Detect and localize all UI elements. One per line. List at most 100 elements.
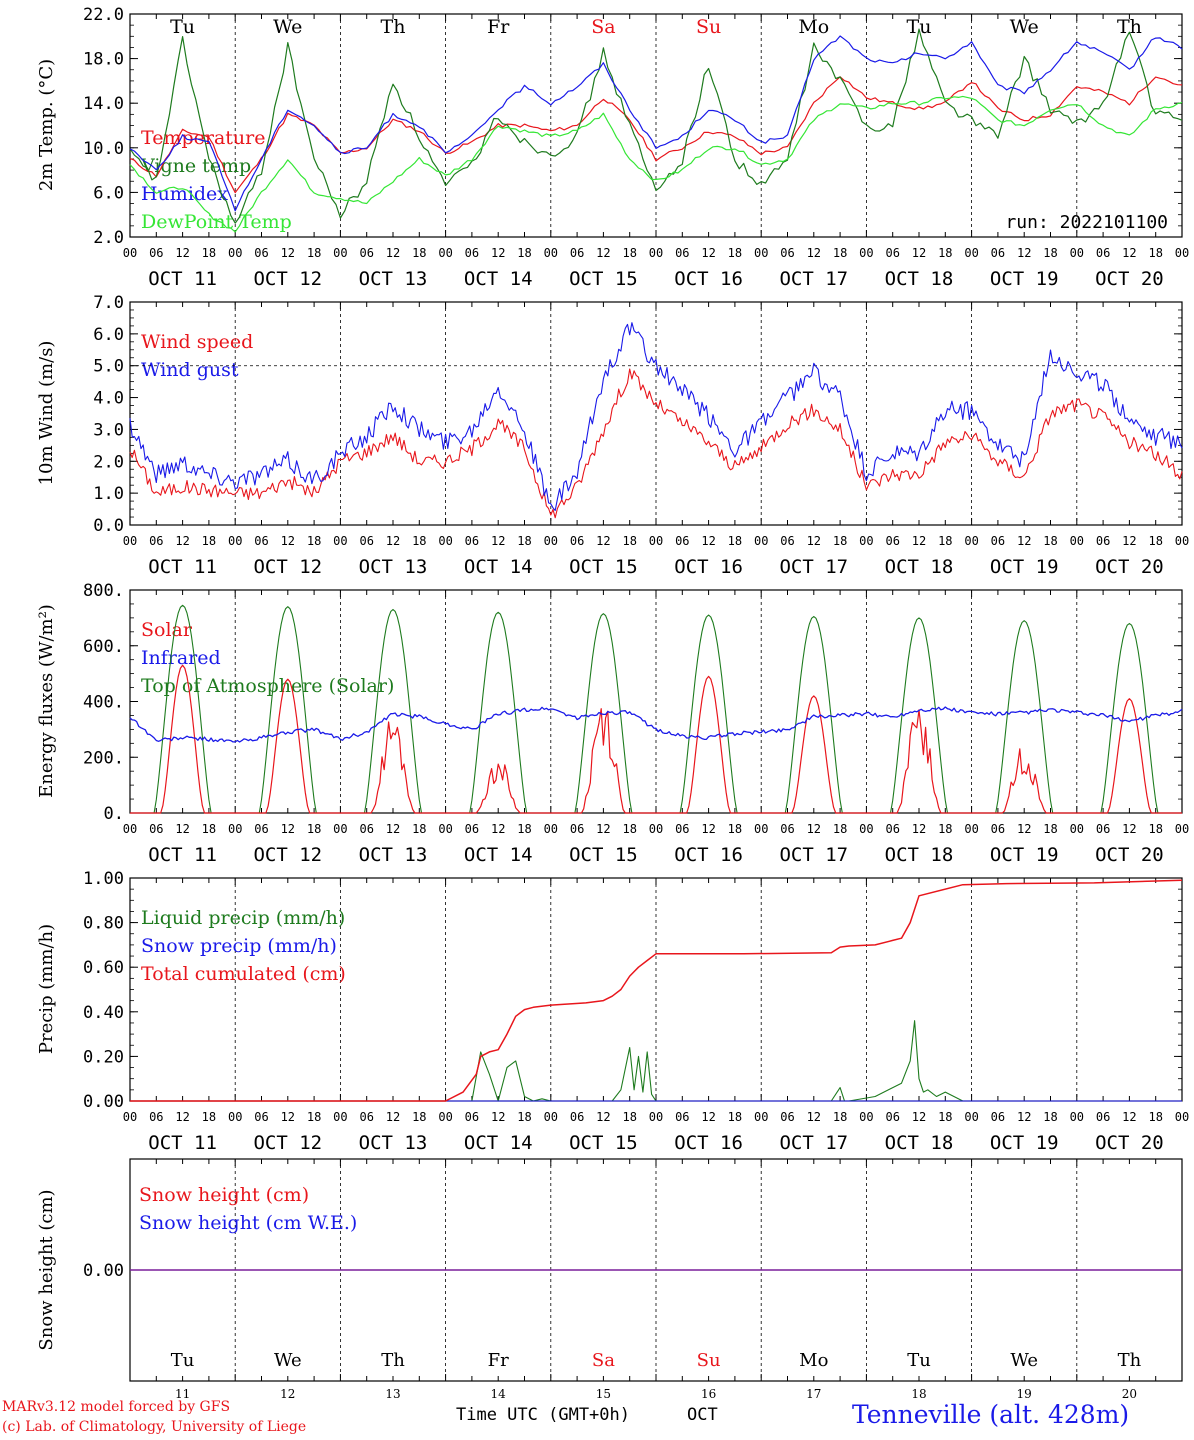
legend-entry: Liquid precip (mm/h) (141, 907, 345, 929)
x-hour-label: 00 (228, 1110, 242, 1124)
weekday-label-top: Th (381, 16, 406, 38)
weekday-label-bottom: We (274, 1350, 302, 1371)
x-date-label: OCT 12 (253, 556, 322, 578)
x-hour-label: 06 (359, 1110, 373, 1124)
x-hour-label: 00 (1175, 822, 1189, 836)
x-hour-label: 18 (622, 822, 636, 836)
panel-3-frame (129, 589, 1183, 814)
weekday-label-bottom: Sa (592, 1350, 615, 1371)
x-date-label: OCT 20 (1095, 556, 1164, 578)
x-date-label: OCT 20 (1095, 1132, 1164, 1154)
x-hour-label: 12 (386, 534, 400, 548)
x-hour-label: 00 (964, 1110, 978, 1124)
y-axis-title: Energy fluxes (W/m²) (36, 604, 57, 798)
y-tick-label: 200. (83, 748, 124, 768)
x-date-label: OCT 11 (148, 556, 217, 578)
x-hour-label: 00 (859, 246, 873, 260)
x-date-label: OCT 17 (779, 268, 848, 290)
x-hour-label: 00 (123, 246, 137, 260)
x-hour-label: 18 (1043, 534, 1057, 548)
x-hour-label: 06 (359, 534, 373, 548)
x-date-label: OCT 16 (674, 556, 743, 578)
x-hour-label: 00 (964, 822, 978, 836)
x-hour-label: 06 (465, 1110, 479, 1124)
x-date-label: OCT 15 (569, 844, 638, 866)
toa-solar-line (130, 604, 1182, 814)
x-hour-label: 06 (991, 246, 1005, 260)
x-hour-label: 00 (1070, 1110, 1084, 1124)
x-hour-label: 18 (412, 822, 426, 836)
x-hour-label: 12 (1017, 822, 1031, 836)
y-tick-label: 1.00 (83, 869, 124, 889)
x-hour-label: 06 (570, 246, 584, 260)
x-hour-label: 12 (175, 534, 189, 548)
x-date-label: OCT 18 (885, 556, 954, 578)
x-date-label: OCT 18 (885, 844, 954, 866)
x-hour-label: 18 (938, 534, 952, 548)
x-hour-label: 06 (149, 246, 163, 260)
x-hour-label: 18 (938, 1110, 952, 1124)
x-hour-label: 18 (1148, 534, 1162, 548)
x-hour-label: 00 (333, 1110, 347, 1124)
x-hour-label: 06 (149, 534, 163, 548)
x-hour-label: 06 (1096, 1110, 1110, 1124)
x-hour-label: 18 (412, 534, 426, 548)
x-hour-label: 18 (728, 1110, 742, 1124)
y-tick-label: 0.00 (83, 1092, 124, 1112)
x-date-label: OCT 17 (779, 844, 848, 866)
x-hour-label: 18 (517, 822, 531, 836)
y-tick-label: 10.0 (83, 139, 124, 159)
x-hour-label: 12 (701, 534, 715, 548)
x-hour-label: 12 (701, 822, 715, 836)
x-hour-label: 06 (254, 534, 268, 548)
x-hour-label: 00 (544, 246, 558, 260)
x-date-label: OCT 14 (464, 844, 533, 866)
y-tick-label: 0.0 (93, 516, 124, 536)
y-tick-label: 1.0 (93, 484, 124, 504)
x-hour-label: 12 (596, 822, 610, 836)
day-number-label: 17 (806, 1387, 821, 1401)
x-hour-label: 06 (885, 1110, 899, 1124)
legend-entry: Snow height (cm) (139, 1184, 309, 1206)
y-tick-label: 2.0 (93, 452, 124, 472)
x-hour-label: 12 (701, 1110, 715, 1124)
legend-entry: Temperature (141, 127, 265, 149)
x-hour-label: 12 (1017, 534, 1031, 548)
x-hour-label: 12 (1122, 1110, 1136, 1124)
x-hour-label: 00 (438, 822, 452, 836)
y-tick-label: 14.0 (83, 94, 124, 114)
weekday-label-top: Sa (591, 16, 615, 38)
x-hour-label: 06 (570, 822, 584, 836)
x-hour-label: 06 (465, 822, 479, 836)
x-date-label: OCT 11 (148, 844, 217, 866)
x-hour-label: 18 (202, 534, 216, 548)
x-hour-label: 00 (964, 534, 978, 548)
x-hour-label: 00 (438, 246, 452, 260)
x-date-label: OCT 18 (885, 268, 954, 290)
y-tick-label: 6.0 (93, 183, 124, 203)
x-hour-label: 12 (807, 534, 821, 548)
x-date-label: OCT 15 (569, 268, 638, 290)
legend-entry: Wind gust (141, 359, 239, 381)
x-date-label: OCT 14 (464, 268, 533, 290)
x-hour-label: 06 (570, 534, 584, 548)
x-hour-label: 00 (1070, 822, 1084, 836)
x-hour-label: 18 (833, 534, 847, 548)
x-date-label: OCT 15 (569, 1132, 638, 1154)
x-hour-label: 06 (254, 822, 268, 836)
day-number-label: 20 (1122, 1387, 1137, 1401)
x-date-label: OCT 13 (359, 556, 428, 578)
y-tick-label: 18.0 (83, 50, 124, 70)
day-number-label: 15 (596, 1387, 611, 1401)
x-hour-label: 00 (1175, 534, 1189, 548)
x-hour-label: 18 (938, 822, 952, 836)
x-hour-label: 12 (491, 1110, 505, 1124)
legend-entry: Infrared (141, 647, 221, 669)
weekday-label-top: Tu (170, 16, 195, 38)
day-number-label: 12 (280, 1387, 295, 1401)
x-hour-label: 00 (859, 822, 873, 836)
x-hour-label: 00 (859, 1110, 873, 1124)
legend-entry: DewPoint Temp (141, 211, 292, 233)
x-hour-label: 00 (649, 246, 663, 260)
